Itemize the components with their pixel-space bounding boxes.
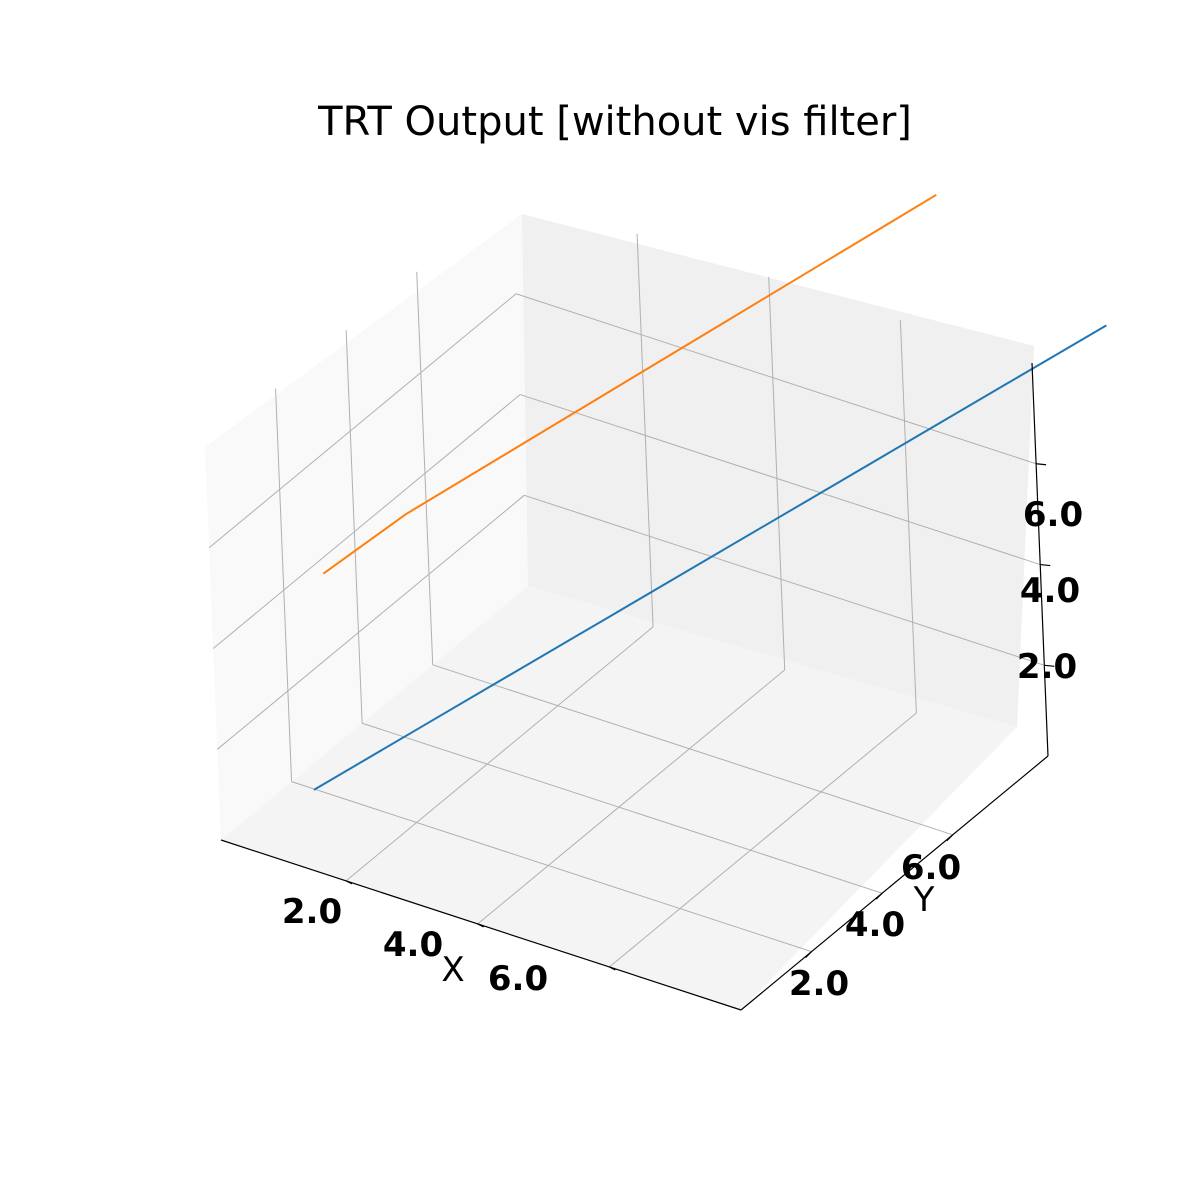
y-gridline bbox=[432, 664, 953, 836]
x-tick-mark bbox=[345, 880, 353, 885]
z-tick-mark bbox=[1040, 563, 1051, 567]
z-gridline bbox=[212, 394, 521, 649]
z-gridline bbox=[515, 293, 1037, 465]
z-tick-mark bbox=[1044, 664, 1055, 667]
z-tick-label: 6.0 bbox=[1023, 495, 1083, 535]
y-ticks: 2.0 4.0 6.0 bbox=[789, 848, 961, 1004]
series-lines bbox=[313, 193, 1107, 791]
x-gridline bbox=[477, 669, 786, 925]
y-gridline bbox=[345, 330, 363, 724]
floor-pane bbox=[221, 586, 1017, 1010]
left-back-pane bbox=[205, 214, 528, 840]
z-ticks: 2.0 4.0 6.0 bbox=[1017, 495, 1083, 687]
y-tick-mark bbox=[946, 834, 954, 842]
x-gridline bbox=[636, 233, 654, 627]
z-tick-label: 2.0 bbox=[1017, 647, 1077, 687]
series-line-2 bbox=[322, 193, 937, 575]
x-axis-label: X bbox=[441, 950, 464, 990]
grid-lines bbox=[208, 233, 1045, 968]
y-axis-line bbox=[740, 755, 1049, 1011]
y-gridline bbox=[361, 722, 883, 894]
y-gridline bbox=[291, 781, 812, 953]
z-gridline bbox=[524, 494, 1045, 666]
x-tick-label: 6.0 bbox=[488, 959, 548, 999]
x-ticks: 2.0 4.0 6.0 bbox=[282, 892, 548, 999]
y-tick-mark bbox=[875, 892, 883, 900]
x-gridline bbox=[899, 319, 917, 713]
x-gridline bbox=[768, 276, 786, 670]
y-gridline bbox=[416, 271, 434, 665]
z-axis-line bbox=[1031, 362, 1049, 757]
right-back-pane bbox=[522, 214, 1034, 727]
z-gridline bbox=[216, 494, 525, 750]
y-gridline bbox=[275, 388, 293, 782]
z-gridline bbox=[520, 394, 1041, 566]
y-tick-label: 2.0 bbox=[789, 964, 849, 1004]
y-axis-label: Y bbox=[913, 880, 935, 920]
y-tick-mark bbox=[805, 951, 812, 959]
x-tick-label: 4.0 bbox=[383, 925, 443, 965]
z-tick-label: 4.0 bbox=[1020, 571, 1080, 611]
z-tick-mark bbox=[1036, 463, 1047, 466]
x-tick-mark bbox=[609, 966, 616, 971]
series-line-1 bbox=[313, 324, 1107, 791]
chart-title: TRT Output [without vis filter] bbox=[317, 99, 912, 145]
y-tick-label: 6.0 bbox=[901, 848, 961, 888]
x-tick-label: 2.0 bbox=[282, 892, 342, 932]
x-gridline bbox=[609, 712, 917, 968]
axis-lines bbox=[220, 362, 1055, 1011]
z-gridline bbox=[208, 293, 517, 549]
x-tick-mark bbox=[477, 923, 484, 928]
y-tick-label: 4.0 bbox=[845, 905, 905, 945]
x-gridline bbox=[345, 626, 654, 882]
